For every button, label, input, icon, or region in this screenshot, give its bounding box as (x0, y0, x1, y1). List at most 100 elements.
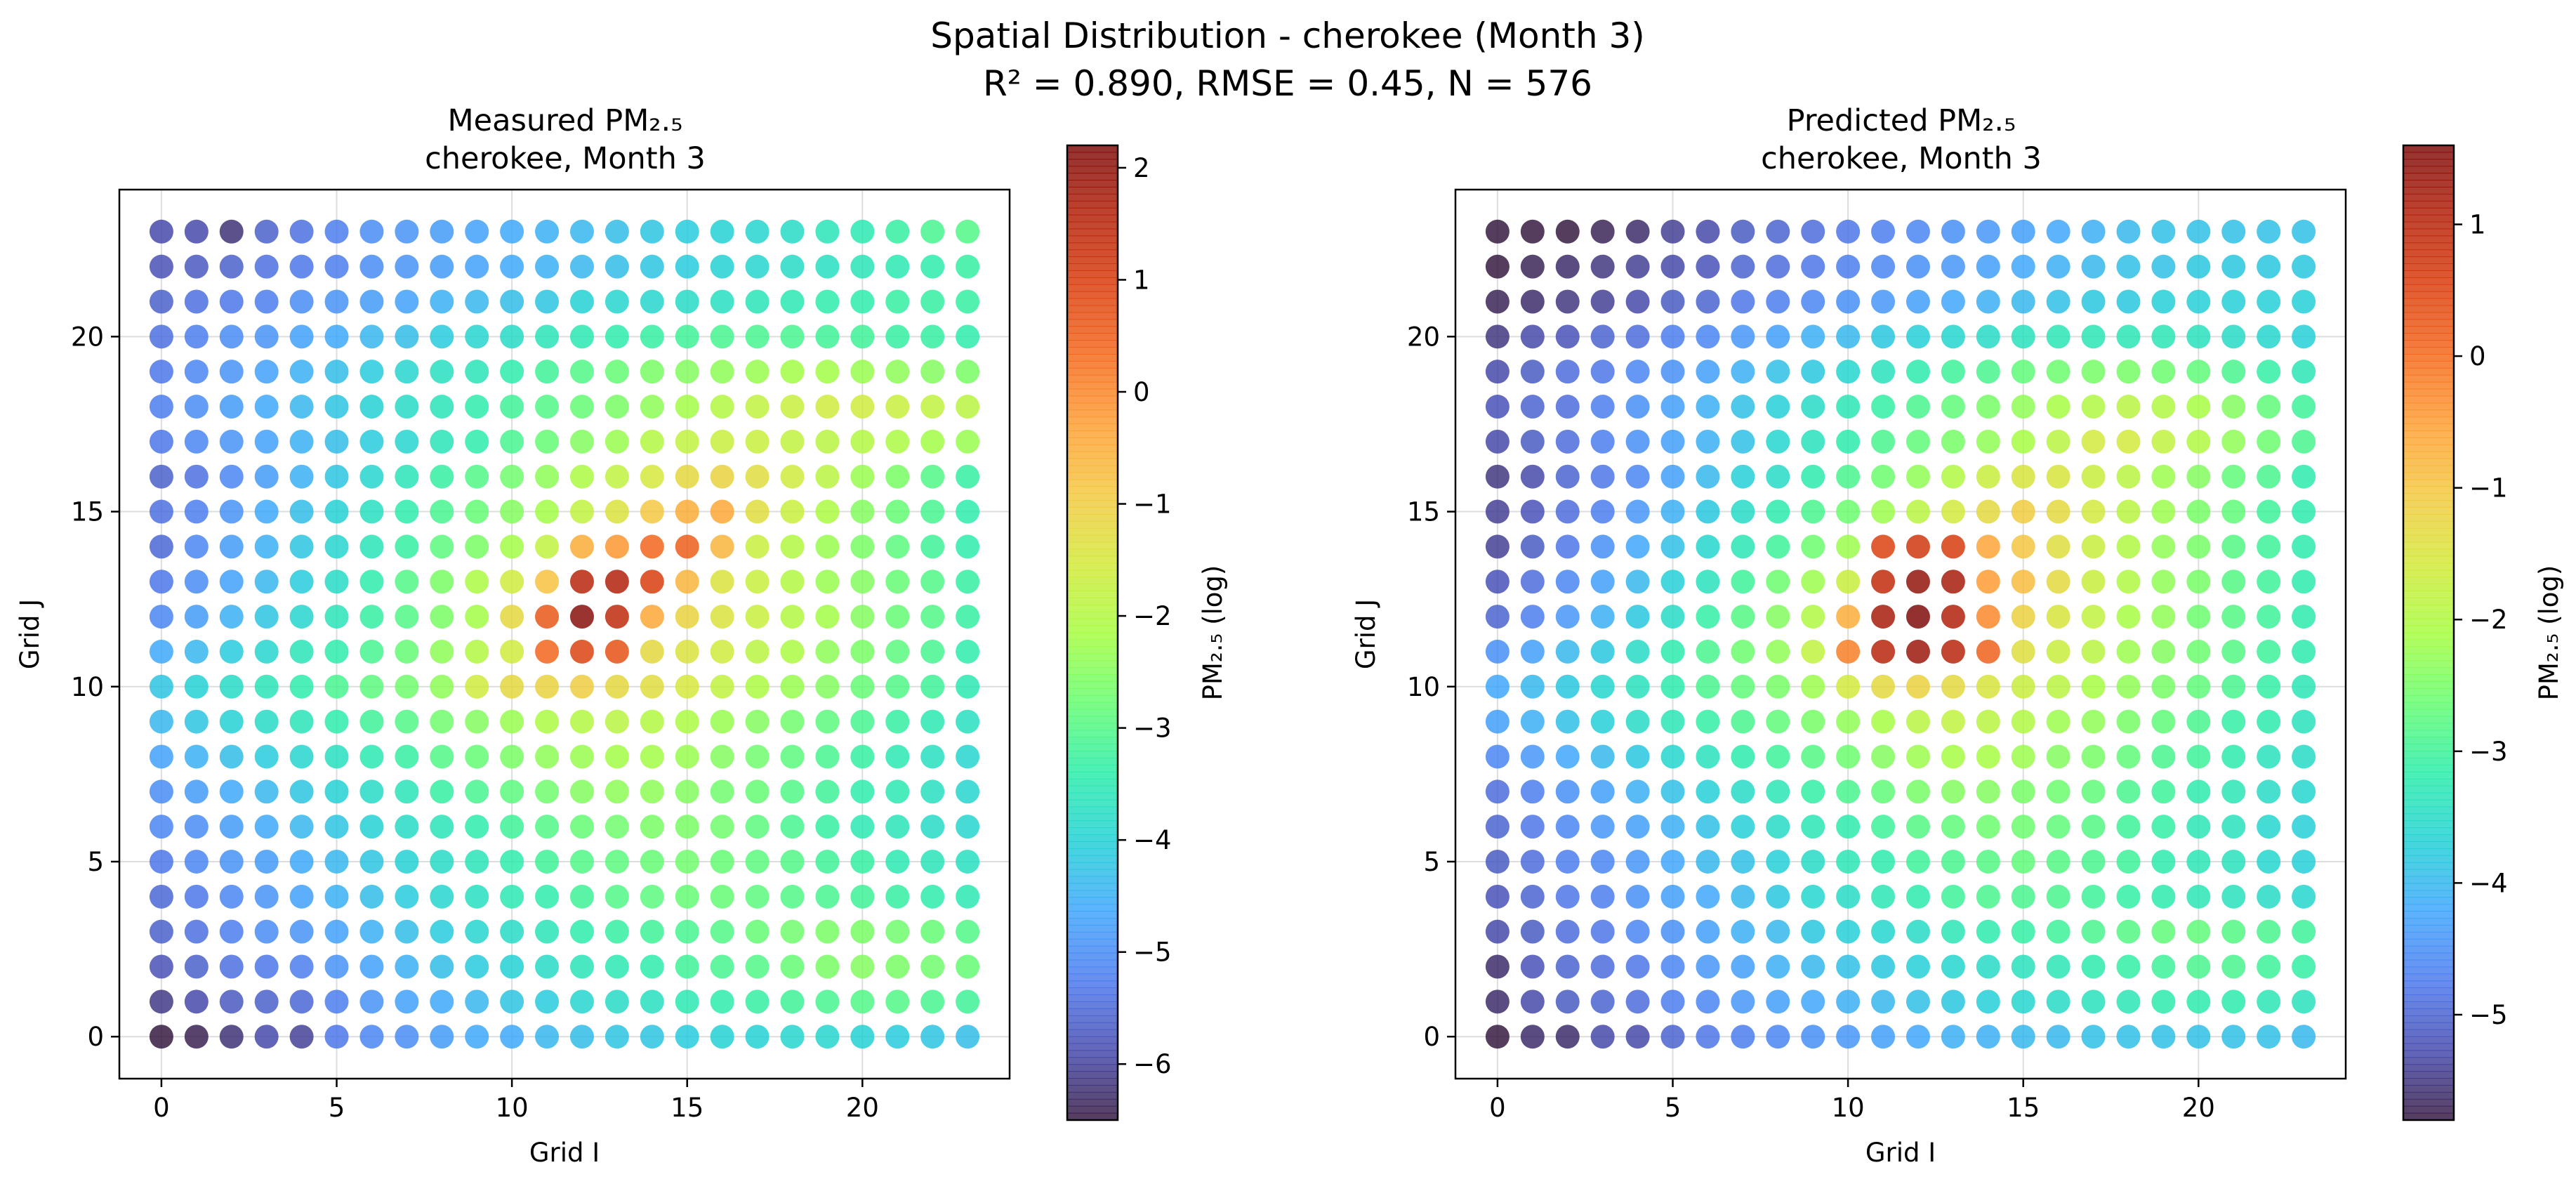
measured-point (359, 429, 384, 454)
predicted-point (1801, 429, 1825, 454)
measured-point (956, 534, 980, 559)
measured-point (149, 499, 173, 524)
measured-y-tick-label: 0 (87, 1022, 104, 1052)
predicted-point (1871, 324, 1896, 349)
predicted-point (2081, 744, 2106, 769)
predicted-point (1520, 254, 1545, 279)
predicted-point (2081, 605, 2106, 629)
predicted-point (1590, 464, 1615, 489)
predicted-point (2292, 464, 2316, 489)
predicted-point (1555, 849, 1580, 874)
measured-point (850, 744, 875, 769)
measured-colorbar-segment (1067, 493, 1118, 501)
measured-point (359, 605, 384, 629)
predicted-point (1731, 674, 1755, 699)
measured-point (640, 499, 664, 524)
predicted-point (1660, 289, 1685, 314)
measured-colorbar-segment (1067, 465, 1118, 473)
predicted-point (1696, 534, 1720, 559)
measured-point (956, 884, 980, 909)
measured-point (289, 324, 314, 349)
predicted-point (1871, 884, 1896, 909)
measured-colorbar-segment (1067, 145, 1118, 153)
predicted-colorbar-segment (2403, 639, 2454, 647)
measured-colorbar-segment (1067, 591, 1118, 598)
predicted-colorbar-segment (2403, 792, 2454, 801)
predicted-point (2011, 219, 2035, 244)
predicted-point (2081, 429, 2106, 454)
measured-point (569, 954, 594, 979)
predicted-colorbar-segment (2403, 173, 2454, 181)
measured-point (780, 884, 805, 909)
measured-point (569, 395, 594, 419)
predicted-point (2046, 219, 2070, 244)
measured-point (605, 395, 629, 419)
measured-point (500, 954, 524, 979)
predicted-point (1485, 429, 1510, 454)
predicted-colorbar-tick-label: 0 (2469, 341, 2486, 371)
predicted-colorbar-segment (2403, 1105, 2454, 1114)
predicted-point (1905, 499, 1930, 524)
measured-point (569, 464, 594, 489)
measured-point (465, 289, 489, 314)
predicted-point (2186, 954, 2211, 979)
predicted-point (1941, 219, 1965, 244)
measured-point (956, 395, 980, 419)
predicted-point (1590, 570, 1615, 594)
predicted-colorbar-segment (2403, 876, 2454, 884)
predicted-point (1836, 884, 1861, 909)
predicted-colorbar-segment (2403, 437, 2454, 445)
measured-point (465, 954, 489, 979)
measured-point (780, 289, 805, 314)
measured-point (885, 815, 910, 839)
predicted-point (2011, 395, 2035, 419)
measured-point (745, 989, 770, 1014)
measured-point (184, 674, 209, 699)
measured-point (465, 395, 489, 419)
measured-point (324, 815, 349, 839)
predicted-point (2186, 779, 2211, 804)
measured-point (920, 254, 945, 279)
predicted-point (1590, 360, 1615, 384)
measured-point (780, 570, 805, 594)
measured-point (850, 429, 875, 454)
predicted-colorbar-segment (2403, 451, 2454, 459)
measured-point (710, 849, 734, 874)
measured-point (219, 254, 244, 279)
measured-point (640, 849, 664, 874)
predicted-colorbar-segment (2403, 611, 2454, 619)
predicted-point (1836, 744, 1861, 769)
predicted-point (1485, 639, 1510, 664)
measured-colorbar-segment (1067, 381, 1118, 390)
measured-point (219, 674, 244, 699)
predicted-colorbar-segment (2403, 249, 2454, 258)
measured-point (920, 954, 945, 979)
predicted-point (2116, 605, 2141, 629)
predicted-point (1836, 324, 1861, 349)
measured-point (780, 744, 805, 769)
predicted-point (1555, 919, 1580, 944)
predicted-colorbar-segment (2403, 395, 2454, 404)
measured-colorbar-segment (1067, 263, 1118, 271)
measured-point (149, 324, 173, 349)
predicted-colorbar-segment (2403, 200, 2454, 209)
measured-point (359, 815, 384, 839)
measured-point (535, 324, 560, 349)
predicted-point (1905, 849, 1930, 874)
measured-point (780, 219, 805, 244)
measured-point (359, 884, 384, 909)
measured-point (640, 324, 664, 349)
predicted-point (1871, 429, 1896, 454)
measured-point (956, 919, 980, 944)
predicted-point (1625, 954, 1650, 979)
predicted-point (1976, 360, 2000, 384)
measured-point (254, 464, 279, 489)
measured-point (850, 534, 875, 559)
measured-point (465, 605, 489, 629)
predicted-point (1555, 464, 1580, 489)
measured-colorbar-segment (1067, 709, 1118, 717)
measured-point (675, 464, 699, 489)
measured-point (359, 534, 384, 559)
predicted-point (2046, 989, 2070, 1014)
